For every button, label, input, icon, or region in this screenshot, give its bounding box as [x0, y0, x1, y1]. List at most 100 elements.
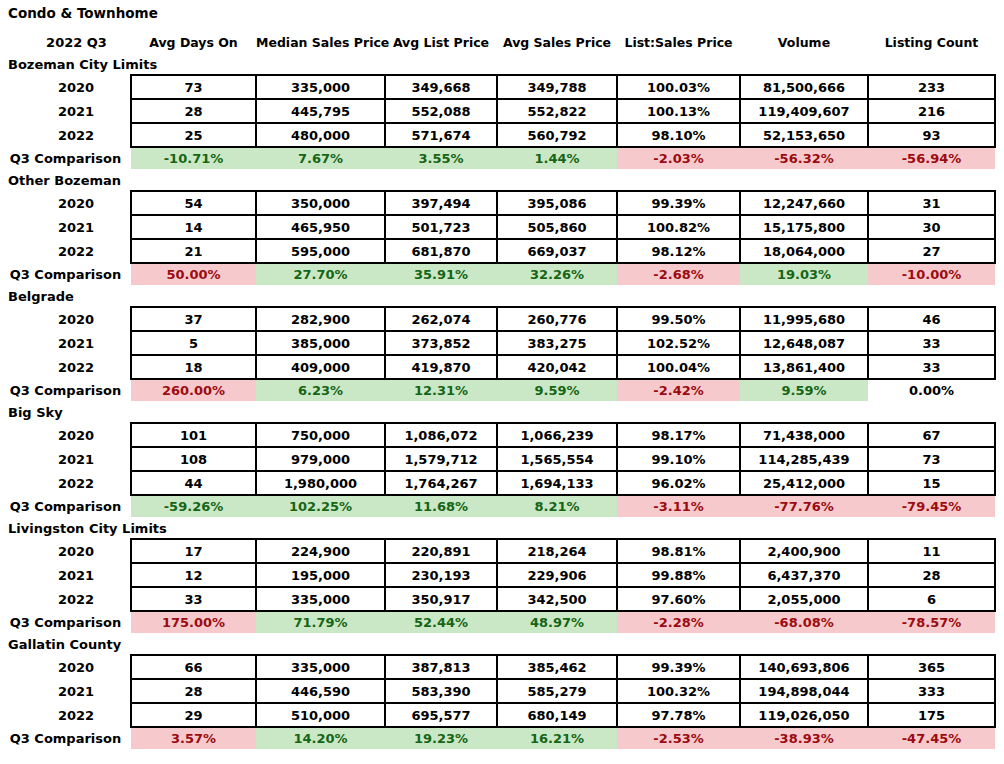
year-label: 2021 — [0, 447, 131, 471]
year-label: 2020 — [0, 75, 131, 99]
data-cell: 350,000 — [256, 191, 385, 215]
comparison-cell: -59.26% — [131, 495, 256, 517]
year-label: 2020 — [0, 655, 131, 679]
data-cell: 11 — [868, 539, 995, 563]
column-header-avg-list-price: Avg List Price — [385, 31, 497, 53]
data-cell: 114,285,439 — [740, 447, 868, 471]
data-cell: 99.50% — [617, 307, 740, 331]
data-cell: 1,066,239 — [497, 423, 617, 447]
year-label: 2022 — [0, 239, 131, 263]
region-table: 202017224,900220,891218,26498.81%2,400,9… — [0, 538, 996, 633]
data-cell: 140,693,806 — [740, 655, 868, 679]
region-table: 2020101750,0001,086,0721,066,23998.17%71… — [0, 422, 996, 517]
data-cell: 695,577 — [385, 703, 497, 727]
data-cell: 25 — [131, 123, 256, 147]
data-cell: 585,279 — [497, 679, 617, 703]
region-section: Other Bozeman202054350,000397,494395,086… — [0, 173, 1004, 285]
data-cell: 28 — [131, 679, 256, 703]
data-cell: 44 — [131, 471, 256, 495]
region-title: Gallatin County — [0, 637, 1004, 654]
column-header-median-sales-price: Median Sales Price — [256, 31, 385, 53]
data-cell: 1,565,554 — [497, 447, 617, 471]
year-label: 2020 — [0, 191, 131, 215]
data-cell: 365 — [868, 655, 995, 679]
region-title: Other Bozeman — [0, 173, 1004, 190]
comparison-cell: 19.03% — [740, 263, 868, 285]
data-cell: 37 — [131, 307, 256, 331]
data-cell: 33 — [868, 355, 995, 379]
data-cell: 33 — [131, 587, 256, 611]
table-row: 202114465,950501,723505,860100.82%15,175… — [0, 215, 995, 239]
region-section: Livingston City Limits202017224,900220,8… — [0, 521, 1004, 633]
data-cell: 27 — [868, 239, 995, 263]
year-label: 2022 — [0, 703, 131, 727]
comparison-cell: -2.28% — [617, 611, 740, 633]
data-cell: 98.10% — [617, 123, 740, 147]
data-cell: 100.04% — [617, 355, 740, 379]
data-cell: 100.82% — [617, 215, 740, 239]
data-cell: 99.10% — [617, 447, 740, 471]
data-cell: 445,795 — [256, 99, 385, 123]
column-header-row: 2022 Q3 Avg Days On Median Sales Price A… — [0, 31, 995, 53]
year-label: 2022 — [0, 355, 131, 379]
comparison-cell: -68.08% — [740, 611, 868, 633]
data-cell: 409,000 — [256, 355, 385, 379]
comparison-row: Q3 Comparison50.00%27.70%35.91%32.26%-2.… — [0, 263, 995, 285]
data-cell: 67 — [868, 423, 995, 447]
data-cell: 1,980,000 — [256, 471, 385, 495]
comparison-label: Q3 Comparison — [0, 495, 131, 517]
data-cell: 552,822 — [497, 99, 617, 123]
table-row: 202221595,000681,870669,03798.12%18,064,… — [0, 239, 995, 263]
data-cell: 1,579,712 — [385, 447, 497, 471]
data-cell: 505,860 — [497, 215, 617, 239]
data-cell: 395,086 — [497, 191, 617, 215]
comparison-row: Q3 Comparison260.00%6.23%12.31%9.59%-2.4… — [0, 379, 995, 401]
table-row: 202128445,795552,088552,822100.13%119,40… — [0, 99, 995, 123]
data-cell: 28 — [131, 99, 256, 123]
column-header-avg-sales-price: Avg Sales Price — [497, 31, 617, 53]
data-cell: 6,437,370 — [740, 563, 868, 587]
data-cell: 12,648,087 — [740, 331, 868, 355]
comparison-cell: 8.21% — [497, 495, 617, 517]
data-cell: 383,275 — [497, 331, 617, 355]
comparison-cell: 7.67% — [256, 147, 385, 169]
data-cell: 98.17% — [617, 423, 740, 447]
data-cell: 560,792 — [497, 123, 617, 147]
data-cell: 99.39% — [617, 191, 740, 215]
data-cell: 29 — [131, 703, 256, 727]
sections: Bozeman City Limits202073335,000349,6683… — [0, 57, 1004, 749]
comparison-cell: -3.11% — [617, 495, 740, 517]
data-cell: 6 — [868, 587, 995, 611]
data-cell: 194,898,044 — [740, 679, 868, 703]
year-label: 2022 — [0, 123, 131, 147]
data-cell: 349,788 — [497, 75, 617, 99]
comparison-cell: 48.97% — [497, 611, 617, 633]
table-row: 202017224,900220,891218,26498.81%2,400,9… — [0, 539, 995, 563]
data-cell: 510,000 — [256, 703, 385, 727]
data-cell: 102.52% — [617, 331, 740, 355]
data-cell: 31 — [868, 191, 995, 215]
data-cell: 260,776 — [497, 307, 617, 331]
table-row: 202225480,000571,674560,79298.10%52,153,… — [0, 123, 995, 147]
data-cell: 419,870 — [385, 355, 497, 379]
comparison-label: Q3 Comparison — [0, 263, 131, 285]
data-cell: 12,247,660 — [740, 191, 868, 215]
data-cell: 195,000 — [256, 563, 385, 587]
table-row: 2021108979,0001,579,7121,565,55499.10%11… — [0, 447, 995, 471]
region-section: Belgrade202037282,900262,074260,77699.50… — [0, 289, 1004, 401]
comparison-cell: 9.59% — [740, 379, 868, 401]
data-cell: 681,870 — [385, 239, 497, 263]
data-cell: 420,042 — [497, 355, 617, 379]
column-header-volume: Volume — [740, 31, 868, 53]
comparison-cell: 11.68% — [385, 495, 497, 517]
year-label: 2022 — [0, 587, 131, 611]
data-cell: 385,000 — [256, 331, 385, 355]
data-cell: 349,668 — [385, 75, 497, 99]
data-cell: 480,000 — [256, 123, 385, 147]
comparison-cell: -10.71% — [131, 147, 256, 169]
data-cell: 979,000 — [256, 447, 385, 471]
data-cell: 73 — [868, 447, 995, 471]
comparison-cell: -2.03% — [617, 147, 740, 169]
column-header-listing-count: Listing Count — [868, 31, 995, 53]
data-cell: 13,861,400 — [740, 355, 868, 379]
